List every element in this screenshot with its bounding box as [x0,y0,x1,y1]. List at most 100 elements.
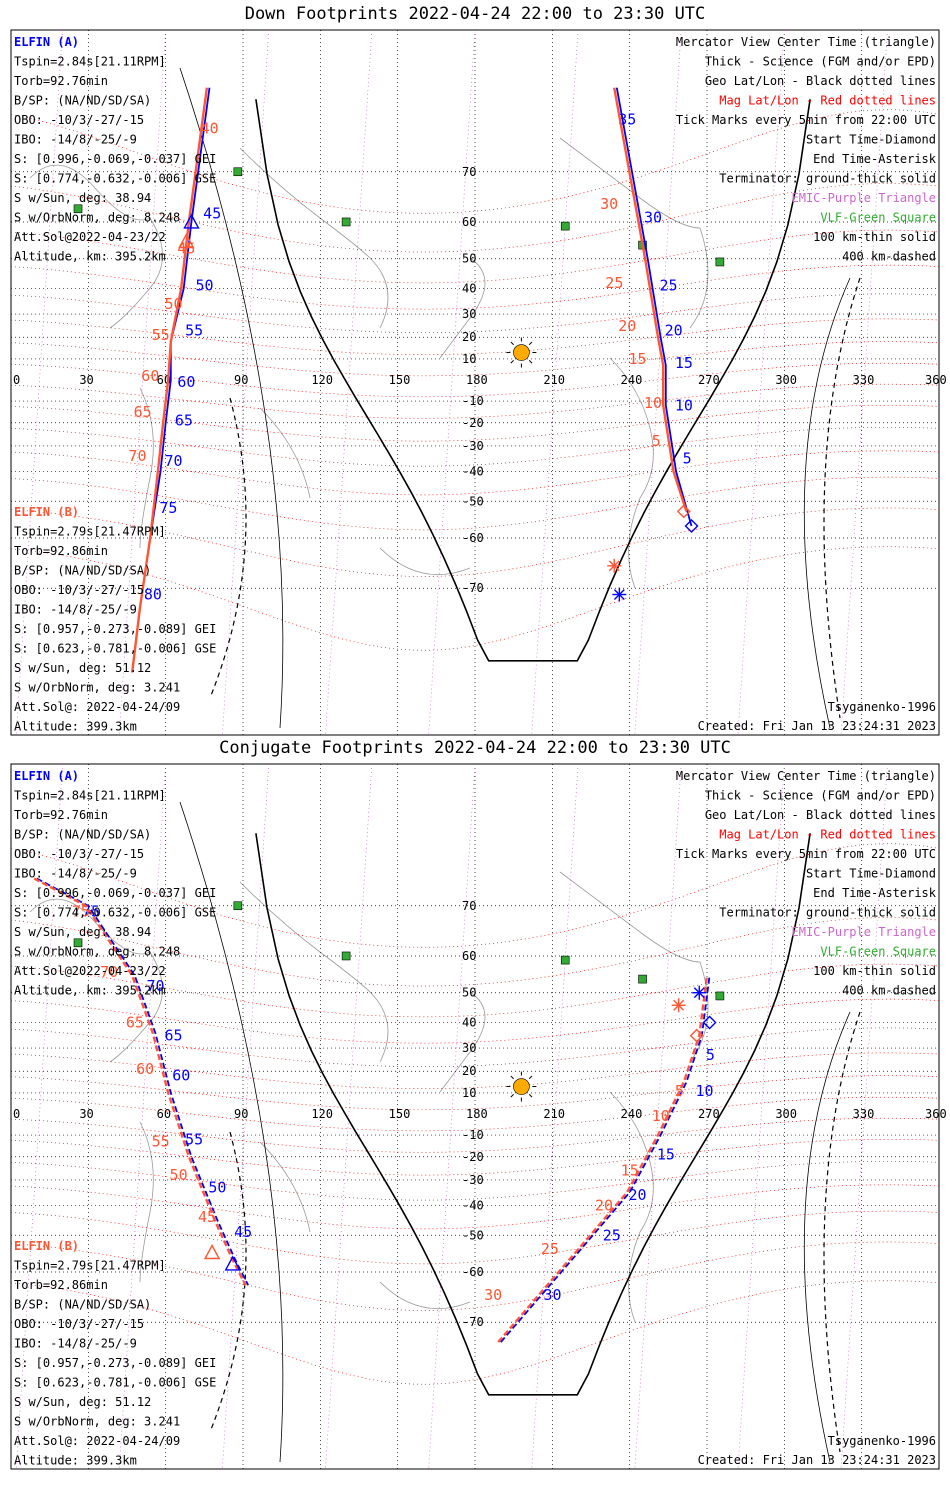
sun-ray [528,341,533,346]
right-legend-line: EMIC-Purple Triangle [792,191,937,205]
start-diamond [676,504,691,519]
track-tick-label: 55 [185,1130,203,1148]
legend-a-line: ELFIN (A) [14,769,79,783]
start-diamond [684,519,699,533]
track-tick-label: 75 [159,499,177,517]
track-tick-label: 15 [629,350,647,368]
legend-a-line: Altitude, km: 395.2km [14,250,166,264]
legend-b-line: OBO: -10/3/-27/-15 [14,583,144,597]
legend-a-line: Torb=92.76min [14,74,108,88]
mag-meridian [737,29,785,736]
lon-tick-label: 300 [775,1107,797,1121]
lon-tick-label: 120 [311,373,333,387]
mag-parallel [10,1075,940,1111]
vlf-station-square [233,901,243,911]
sun-ray [528,1093,533,1098]
right-legend-line: Mercator View Center Time (triangle) [676,769,936,783]
track-tick-label: 10 [652,1107,670,1125]
legend-b-line: Torb=92.86min [14,544,108,558]
mag-meridian [428,29,476,736]
right-legend-line: Terminator: ground-thick solid [719,172,936,186]
track-tick-label: 5 [675,1082,684,1100]
mag-meridian [118,763,167,1470]
right-legend-line: End Time-Asterisk [813,152,937,166]
legend-a-line: Att.Sol@2022-04-23/22 [14,230,166,244]
lat-tick-label: 70 [462,899,476,913]
vlf-station-square [341,217,351,227]
sun-ray [528,359,533,364]
terminator-ground [255,833,811,1396]
track-tick-label: 10 [696,1082,714,1100]
legend-b-line: Tspin=2.79s[21.47RPM] [14,525,166,539]
lat-tick-label: -10 [462,1128,484,1142]
mag-parallel [10,507,940,577]
mag-parallel [10,1052,940,1090]
track-tick-label: 20 [629,1186,647,1204]
legend-b-line: S w/Sun, deg: 51.12 [14,661,151,675]
track-tick-label: 70 [128,447,146,465]
coastline [139,1121,154,1283]
track-tick-label: 30 [644,209,662,227]
coastline [259,407,311,499]
legend-a-line: B/SP: (NA/ND/SD/SA) [14,94,151,108]
vlf-station-square [233,167,243,177]
track-tick-label: 20 [618,317,636,335]
vlf-station-square [560,955,570,965]
lat-tick-label: -30 [462,1173,484,1187]
lat-tick-label: -20 [462,1150,484,1164]
mag-meridian [634,763,682,1470]
sun-icon [513,1078,530,1095]
lat-tick-label: 50 [462,986,476,1000]
footprint-track [36,877,250,1286]
vlf-station-square [715,257,725,267]
terminator-100km [803,1011,851,1463]
legend-b-line: Att.Sol@: 2022-04-24/09 [14,700,180,714]
terminator-400km [209,397,247,699]
footprint-track [613,87,688,512]
right-legend-line: 400 km-dashed [842,984,936,998]
lon-tick-label: 0 [13,373,20,387]
created-label: Created: Fri Jan 13 23:24:31 2023 [698,719,936,733]
track-tick-label: 15 [621,1161,639,1179]
track-tick-label: 10 [675,396,693,414]
lon-tick-label: 330 [853,373,875,387]
sun-ray [510,1093,514,1098]
sun-ray [510,341,514,346]
lat-tick-label: 40 [462,1015,476,1029]
track-tick-label: 70 [146,977,164,995]
terminator-400km [209,1131,247,1433]
mag-parallel [10,362,940,398]
right-legend-line: Geo Lat/Lon - Black dotted lines [705,808,936,822]
coastline [559,871,709,1063]
track-tick-label: 45 [234,1223,252,1241]
lon-tick-label: 210 [543,373,565,387]
right-legend-line: 100 km-thin solid [813,964,936,978]
track-tick-label: 25 [541,1240,559,1258]
lon-tick-label: 180 [466,373,488,387]
legend-a-line: S: [0.774,-0.632,-0.006] GSE [14,172,216,186]
legend-b-line: B/SP: (NA/ND/SD/SA) [14,1298,151,1312]
mag-meridian [840,29,888,736]
lat-tick-label: -50 [462,1228,484,1242]
right-legend-line: Mag Lat/Lon - Red dotted lines [719,828,936,842]
lat-tick-label: -20 [462,416,484,430]
track-tick-label: 40 [201,119,219,137]
legend-a-line: B/SP: (NA/ND/SD/SA) [14,828,151,842]
mag-parallel [10,1117,940,1153]
mag-parallel [10,341,940,377]
right-legend-line: Mercator View Center Time (triangle) [676,35,936,49]
lat-tick-label: -30 [462,439,484,453]
legend-a-line: Att.Sol@2022-04-23/22 [14,964,166,978]
legend-a-line: S w/Sun, deg: 38.94 [14,925,151,939]
coastline [379,1281,471,1310]
lon-tick-label: 90 [234,373,248,387]
mag-meridian [325,29,373,736]
track-tick-label: 65 [126,1013,144,1031]
lat-tick-label: 30 [462,1041,476,1055]
mag-meridian [222,763,270,1470]
lat-tick-label: -60 [462,1265,484,1279]
track-tick-label: 25 [659,277,677,295]
right-legend-line: Thick - Science (FGM and/or EPD) [705,789,936,803]
track-tick-label: 5 [683,449,692,467]
legend-b-line: OBO: -10/3/-27/-15 [14,1317,144,1331]
